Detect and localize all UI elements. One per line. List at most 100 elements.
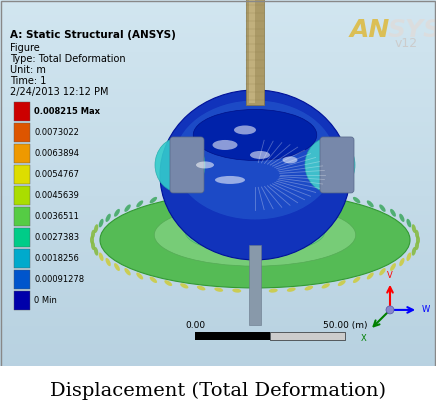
Bar xyxy=(0,222,436,226)
Text: 0.0063894: 0.0063894 xyxy=(34,149,79,158)
Bar xyxy=(0,74,436,78)
FancyBboxPatch shape xyxy=(320,137,354,193)
Bar xyxy=(0,41,436,44)
Ellipse shape xyxy=(154,204,356,266)
Bar xyxy=(0,300,436,303)
Bar xyxy=(0,285,436,289)
Ellipse shape xyxy=(379,268,386,275)
Ellipse shape xyxy=(94,224,98,233)
Text: A: Static Structural (ANSYS): A: Static Structural (ANSYS) xyxy=(10,30,176,40)
Ellipse shape xyxy=(106,214,111,222)
Ellipse shape xyxy=(136,272,143,279)
Ellipse shape xyxy=(304,286,313,291)
Ellipse shape xyxy=(136,201,143,208)
Bar xyxy=(0,340,436,344)
Ellipse shape xyxy=(353,277,361,283)
Ellipse shape xyxy=(174,100,336,219)
Bar xyxy=(0,203,436,207)
Bar xyxy=(0,363,436,366)
Ellipse shape xyxy=(269,289,278,293)
Bar xyxy=(249,0,255,103)
Bar xyxy=(0,133,436,137)
Bar xyxy=(0,126,436,129)
Ellipse shape xyxy=(164,280,172,286)
Bar xyxy=(0,207,436,211)
Bar xyxy=(14,249,30,268)
Ellipse shape xyxy=(232,187,241,191)
Ellipse shape xyxy=(250,151,270,159)
Bar xyxy=(270,332,345,340)
Bar xyxy=(0,229,436,233)
Bar xyxy=(0,344,436,348)
Ellipse shape xyxy=(415,230,419,239)
Bar xyxy=(0,81,436,85)
Bar xyxy=(0,170,436,174)
Bar xyxy=(0,18,436,22)
Ellipse shape xyxy=(99,219,103,227)
Bar xyxy=(0,159,436,163)
Bar xyxy=(0,163,436,166)
Bar xyxy=(0,196,436,200)
Bar xyxy=(0,7,436,11)
Bar xyxy=(0,311,436,314)
Bar xyxy=(0,111,436,115)
FancyBboxPatch shape xyxy=(170,137,204,193)
Ellipse shape xyxy=(180,283,188,289)
Bar xyxy=(0,107,436,111)
Bar xyxy=(0,129,436,133)
Ellipse shape xyxy=(124,268,131,275)
Bar xyxy=(14,186,30,205)
Bar xyxy=(0,277,436,281)
Ellipse shape xyxy=(90,236,94,245)
Bar xyxy=(0,211,436,215)
Bar xyxy=(0,55,436,59)
Bar xyxy=(0,4,436,7)
Ellipse shape xyxy=(283,157,297,164)
Bar xyxy=(0,118,436,122)
Bar xyxy=(0,141,436,144)
Ellipse shape xyxy=(390,209,396,217)
Bar xyxy=(0,200,436,203)
Bar xyxy=(0,33,436,37)
Bar xyxy=(0,174,436,178)
Bar xyxy=(0,263,436,266)
Ellipse shape xyxy=(100,192,410,288)
Text: AN: AN xyxy=(350,18,390,42)
Bar xyxy=(0,44,436,48)
Ellipse shape xyxy=(251,289,259,293)
Bar xyxy=(0,314,436,318)
Bar xyxy=(0,303,436,307)
Text: 0 Min: 0 Min xyxy=(34,296,57,305)
Bar xyxy=(0,185,436,189)
Ellipse shape xyxy=(215,188,223,192)
Bar xyxy=(0,322,436,326)
Ellipse shape xyxy=(212,140,238,150)
Text: 0.0073022: 0.0073022 xyxy=(34,128,79,137)
Bar xyxy=(0,70,436,74)
Bar xyxy=(0,22,436,26)
Text: 0.0027383: 0.0027383 xyxy=(34,233,79,242)
Bar xyxy=(14,102,30,121)
Ellipse shape xyxy=(150,197,157,203)
Ellipse shape xyxy=(99,252,103,261)
Ellipse shape xyxy=(124,204,131,212)
Bar xyxy=(0,63,436,67)
Bar xyxy=(0,104,436,107)
Bar xyxy=(0,366,436,370)
Bar xyxy=(0,48,436,52)
Ellipse shape xyxy=(164,194,172,200)
Ellipse shape xyxy=(232,289,241,293)
Ellipse shape xyxy=(234,125,256,134)
Ellipse shape xyxy=(94,247,98,256)
Ellipse shape xyxy=(160,90,350,260)
Text: Time: 1: Time: 1 xyxy=(10,76,46,86)
Ellipse shape xyxy=(197,189,205,194)
Bar xyxy=(0,0,436,4)
Bar xyxy=(0,329,436,333)
Ellipse shape xyxy=(305,137,355,192)
Ellipse shape xyxy=(304,189,313,194)
Bar xyxy=(0,215,436,218)
Bar xyxy=(0,30,436,33)
Ellipse shape xyxy=(180,192,188,196)
Bar xyxy=(0,244,436,248)
